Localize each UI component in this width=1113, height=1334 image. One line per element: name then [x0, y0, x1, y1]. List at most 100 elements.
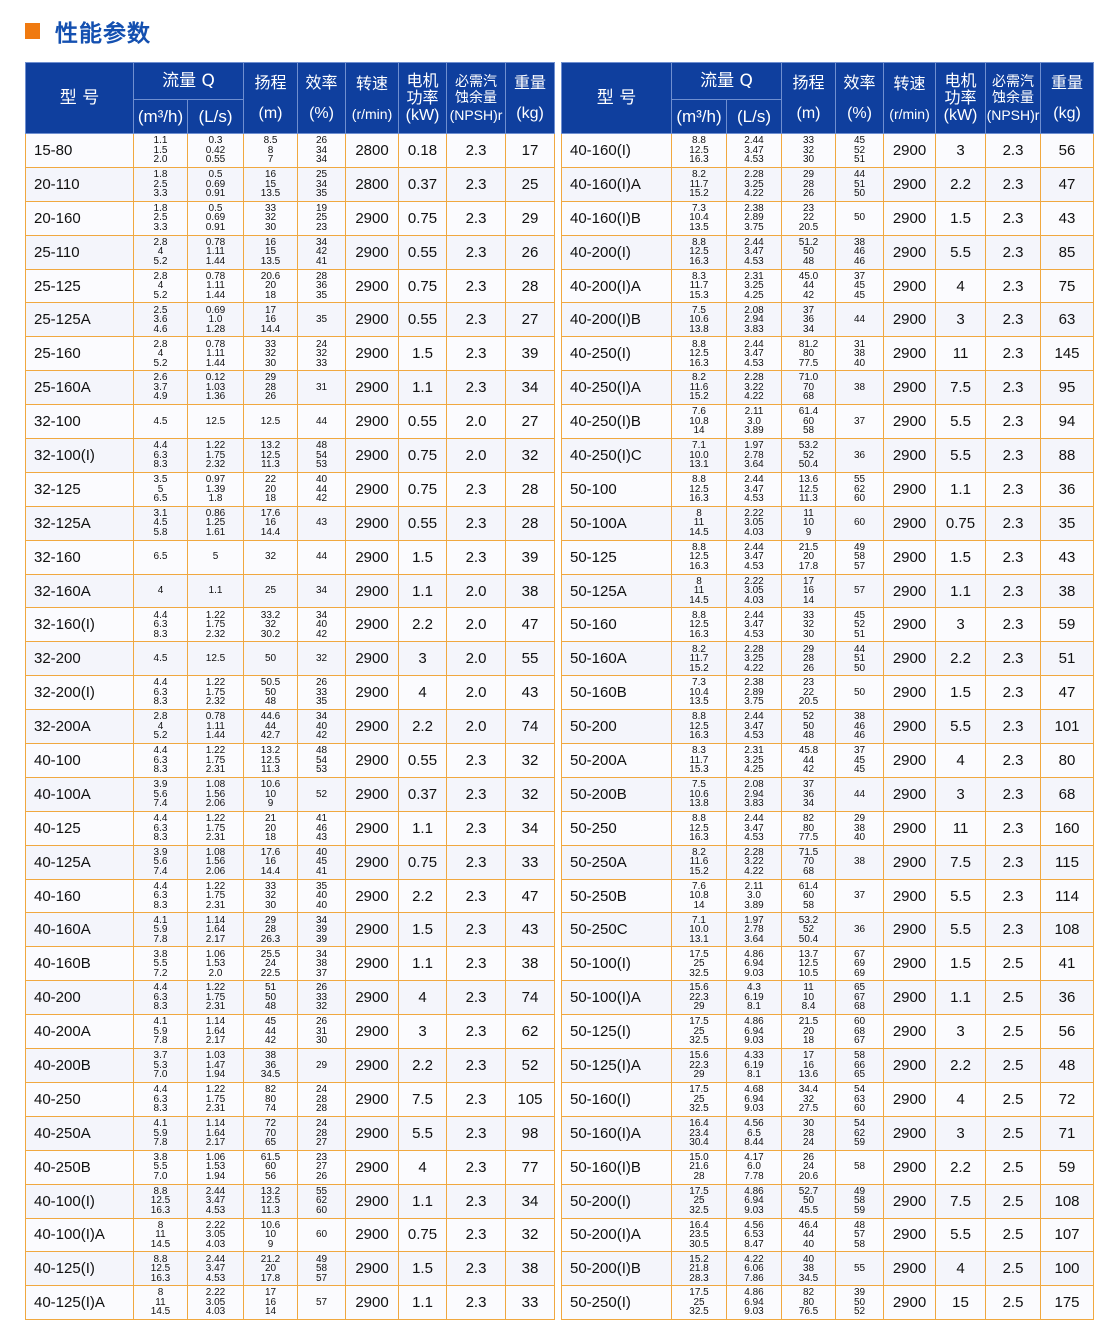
- cell-weight: 38: [505, 946, 556, 982]
- cell-speed: 2900: [883, 505, 937, 541]
- table-row: 50-160 8.8 12.5 16.3 2.44 3.47 4.53 33 32 3…: [561, 607, 1095, 643]
- cell-power: 1.1: [398, 810, 448, 846]
- cell-speed: 2900: [345, 1081, 400, 1117]
- cell-flow-ls: 1.22 1.75 2.31: [186, 810, 245, 846]
- cell-npsh: 2.3: [446, 370, 507, 406]
- cell-power: 1.1: [935, 471, 987, 507]
- cell-power: 2.2: [935, 1048, 987, 1083]
- cell-weight: 52: [505, 1048, 556, 1083]
- cell-speed: 2900: [345, 200, 400, 236]
- cell-head: 26 24 20.6: [781, 1149, 837, 1185]
- header-npsh-unit: (NPSH)r: [449, 107, 503, 123]
- cell-speed: 2900: [345, 573, 400, 609]
- cell-speed: 2900: [883, 946, 937, 982]
- cell-weight: 59: [1040, 1149, 1095, 1185]
- cell-npsh: 2.5: [985, 1285, 1042, 1321]
- cell-speed: 2900: [345, 1251, 400, 1287]
- cell-speed: 2900: [345, 946, 400, 982]
- cell-weight: 33: [505, 1285, 556, 1321]
- cell-power: 1.1: [398, 1183, 448, 1219]
- table-row: 32-100 4.5 12.5 12.5 44 2900 0.55 2.0 27: [25, 404, 556, 440]
- cell-weight: 27: [505, 302, 556, 338]
- cell-weight: 34: [505, 1183, 556, 1219]
- cell-weight: 107: [1040, 1217, 1095, 1253]
- cell-flow-ls: 1.22 1.75 2.32: [186, 675, 245, 711]
- cell-speed: 2900: [883, 1183, 937, 1219]
- cell-flow-m3h: 16.4 23.5 30.5: [671, 1217, 727, 1253]
- cell-power: 0.55: [398, 234, 448, 270]
- cell-npsh: 2.0: [446, 641, 507, 677]
- cell-weight: 34: [505, 370, 556, 406]
- cell-efficiency: 26 31 30: [297, 1014, 347, 1050]
- cell-flow-m3h: 2.5 3.6 4.6: [133, 302, 188, 338]
- cell-speed: 2900: [883, 336, 937, 372]
- cell-model: 40-125A: [25, 844, 134, 880]
- header-speed: 转速 (r/min): [345, 62, 400, 134]
- cell-head: 71.5 70 68: [781, 844, 837, 880]
- cell-model: 40-250A: [25, 1115, 134, 1151]
- cell-efficiency: 24 28 28: [297, 1081, 347, 1117]
- cell-power: 0.75: [398, 200, 448, 236]
- cell-model: 40-200B: [25, 1048, 134, 1083]
- cell-weight: 43: [1040, 200, 1095, 236]
- table-row: 40-160(I) 8.8 12.5 16.3 2.44 3.47 4.53 33 3…: [561, 133, 1095, 168]
- cell-head: 21.5 20 18: [781, 1014, 837, 1050]
- cell-weight: 36: [1040, 471, 1095, 507]
- cell-weight: 62: [505, 1014, 556, 1050]
- cell-flow-m3h: 8.2 11.6 15.2: [671, 370, 727, 406]
- cell-flow-m3h: 7.5 10.6 13.8: [671, 302, 727, 338]
- cell-head: 33.2 32 30.2: [243, 607, 299, 643]
- cell-efficiency: 37 45 45: [835, 743, 885, 778]
- cell-model: 40-160(I)A: [561, 166, 672, 202]
- table-row: 50-200A 8.3 11.7 15.3 2.31 3.25 4.25 45.8 4…: [561, 743, 1095, 778]
- cell-power: 0.37: [398, 776, 448, 812]
- cell-flow-m3h: 2.8 4 5.2: [133, 268, 188, 304]
- cell-weight: 17: [505, 133, 556, 168]
- cell-flow-ls: 2.28 3.22 4.22: [725, 370, 783, 406]
- table-row: 50-250C 7.1 10.0 13.1 1.97 2.78 3.64 53.2 5…: [561, 912, 1095, 948]
- cell-npsh: 2.3: [446, 336, 507, 372]
- cell-efficiency: 57: [297, 1285, 347, 1321]
- cell-flow-ls: 2.44 3.47 4.53: [725, 709, 783, 745]
- table-row: 50-160B 7.3 10.4 13.5 2.38 2.89 3.75 23 22 …: [561, 675, 1095, 711]
- cell-efficiency: 24 32 33: [297, 336, 347, 372]
- cell-head: 34.4 32 27.5: [781, 1081, 837, 1117]
- cell-head: 44.6 44 42.7: [243, 709, 299, 745]
- cell-weight: 34: [505, 810, 556, 846]
- cell-flow-m3h: 7.1 10.0 13.1: [671, 912, 727, 948]
- cell-efficiency: 36: [835, 912, 885, 948]
- cell-power: 2.2: [398, 607, 448, 643]
- cell-efficiency: 57: [835, 573, 885, 609]
- cell-head: 33 32 30: [243, 878, 299, 914]
- cell-power: 0.75: [398, 1217, 448, 1253]
- cell-speed: 2900: [345, 438, 400, 473]
- header-npsh-unit: (NPSH)r: [986, 107, 1040, 123]
- table-row: 50-160(I)A 16.4 23.4 30.4 4.56 6.5 8.44 30 …: [561, 1115, 1095, 1151]
- header-npsh-label: 必需汽蚀余量: [455, 74, 498, 106]
- header-head-label: 扬程: [254, 73, 287, 92]
- cell-weight: 47: [1040, 675, 1095, 711]
- cell-flow-ls: 2.31 3.25 4.25: [725, 743, 783, 778]
- header-flow-ls: (L/s): [186, 99, 245, 134]
- cell-speed: 2900: [345, 1048, 400, 1083]
- header-head-label: 扬程: [792, 73, 825, 92]
- cell-flow-ls: 0.78 1.11 1.44: [186, 336, 245, 372]
- cell-flow-m3h: 8 11 14.5: [133, 1285, 188, 1321]
- cell-model: 50-160(I)A: [561, 1115, 672, 1151]
- cell-weight: 63: [1040, 302, 1095, 338]
- cell-efficiency: 35: [297, 302, 347, 338]
- cell-flow-m3h: 4.4 6.3 8.3: [133, 438, 188, 473]
- header-speed-label: 转速: [893, 74, 926, 93]
- cell-power: 11: [935, 336, 987, 372]
- cell-flow-ls: 1.22 1.75 2.32: [186, 607, 245, 643]
- cell-power: 1.5: [398, 912, 448, 948]
- cell-weight: 33: [505, 844, 556, 880]
- table-row: 32-160 6.5 5 32 44 2900 1.5 2.3 39: [25, 539, 556, 575]
- table-row: 50-200B 7.5 10.6 13.8 2.08 2.94 3.83 37 36 …: [561, 776, 1095, 812]
- cell-head: 17.6 16 14.4: [243, 505, 299, 541]
- cell-flow-ls: 2.38 2.89 3.75: [725, 200, 783, 236]
- cell-flow-ls: 2.22 3.05 4.03: [725, 573, 783, 609]
- cell-efficiency: 29: [297, 1048, 347, 1083]
- cell-efficiency: 45 52 51: [835, 607, 885, 643]
- cell-speed: 2900: [883, 912, 937, 948]
